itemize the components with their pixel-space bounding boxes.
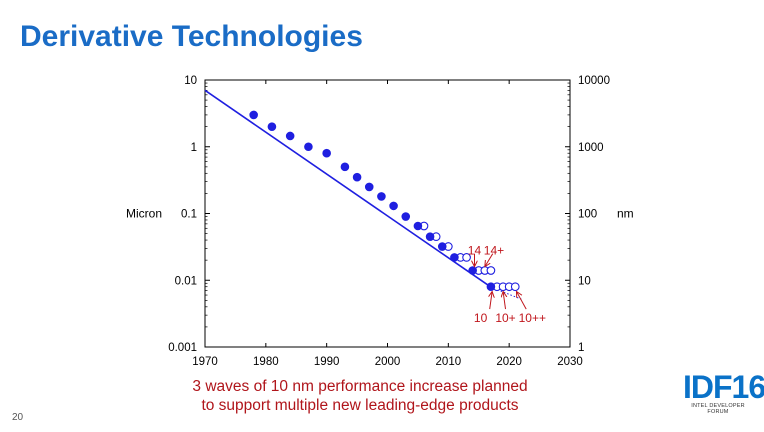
data-point-filled <box>437 242 447 251</box>
caption-line-1: 3 waves of 10 nm performance increase pl… <box>192 378 528 395</box>
annotation-arrow <box>516 291 527 310</box>
data-point-filled <box>322 148 331 158</box>
idf16-logo-mark: IDF16 <box>683 369 764 405</box>
data-point-filled <box>364 182 374 192</box>
x-tick-label: 1990 <box>314 356 340 368</box>
y-tick-label-right: 1 <box>578 342 584 354</box>
idf16-logo: IDF16 INTEL DEVELOPER FORUM <box>683 369 764 415</box>
annotation-label: 10+ <box>495 311 515 325</box>
y-tick-label-left: 0.1 <box>181 209 197 221</box>
annotation-arrow <box>490 291 492 310</box>
y-tick-label-right: 1000 <box>578 142 604 154</box>
data-point-filled <box>401 212 411 221</box>
data-point-filled <box>468 266 477 275</box>
y-tick-label-right: 100 <box>578 209 597 221</box>
data-point-open <box>510 282 520 292</box>
x-tick-label: 1980 <box>253 356 279 368</box>
data-point-filled <box>249 110 258 120</box>
y-axis-label-left: Micron <box>126 207 162 221</box>
x-tick-label: 2020 <box>496 356 522 368</box>
data-point-filled <box>377 192 386 201</box>
annotation-label: 10 <box>474 311 488 325</box>
data-point-filled <box>267 122 277 131</box>
y-tick-label-left: 0.01 <box>175 275 197 287</box>
slide-number: 20 <box>12 412 24 423</box>
x-tick-label: 2030 <box>557 356 583 368</box>
annotation-label: 14+ <box>484 243 504 257</box>
data-point-filled <box>352 172 362 182</box>
data-point-filled <box>304 142 313 152</box>
y-tick-label-left: 1 <box>191 142 197 154</box>
annotation-arrow <box>503 291 505 310</box>
y-tick-label-left: 10 <box>184 75 197 87</box>
plot-frame <box>204 79 571 348</box>
annotation-label: 10++ <box>519 311 546 325</box>
data-point-open <box>486 266 496 275</box>
annotation-label: 14 <box>468 243 482 257</box>
data-point-filled <box>285 131 295 141</box>
x-tick-label: 1970 <box>192 356 218 368</box>
page-title: Derivative Technologies <box>20 20 363 53</box>
data-point-filled <box>389 201 398 211</box>
y-axis-label-right: nm <box>617 207 634 221</box>
data-point-filled <box>486 282 496 292</box>
caption-line-2: to support multiple new leading-edge pro… <box>201 397 519 414</box>
data-point-filled <box>340 162 350 172</box>
trend-line <box>204 89 492 288</box>
y-tick-label-left: 0.001 <box>168 342 197 354</box>
data-point-filled <box>425 232 435 241</box>
y-tick-label-right: 10 <box>578 275 591 287</box>
data-point-filled <box>450 253 459 262</box>
x-tick-label: 2000 <box>375 356 401 368</box>
annotation-arrow <box>485 253 494 267</box>
data-point-open <box>462 253 471 262</box>
y-tick-label-right: 10000 <box>578 75 610 87</box>
x-tick-label: 2010 <box>436 356 462 368</box>
data-point-filled <box>413 221 423 231</box>
idf16-logo-subtext: INTEL DEVELOPER FORUM <box>691 403 745 415</box>
